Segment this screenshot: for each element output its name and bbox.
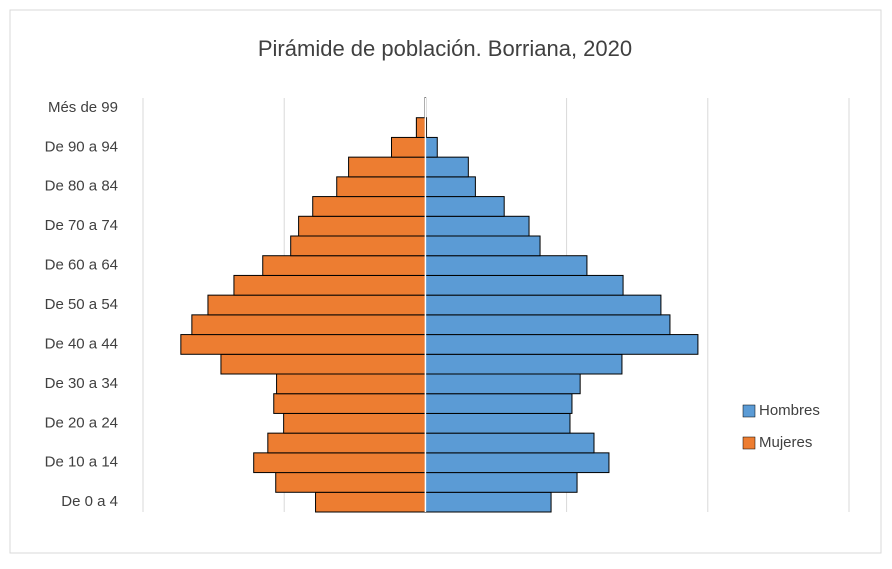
chart-title: Pirámide de población. Borriana, 2020 (258, 36, 632, 61)
legend-label: Hombres (759, 402, 820, 419)
bar (425, 374, 580, 394)
bar (337, 177, 426, 197)
y-tick-label: De 0 a 4 (61, 493, 118, 510)
bar (349, 157, 426, 177)
bar (425, 473, 577, 493)
y-tick-label: De 40 a 44 (45, 335, 118, 352)
bar (276, 473, 426, 493)
bar (299, 216, 426, 236)
legend-swatch (743, 437, 755, 449)
bar (263, 256, 426, 276)
bar (234, 275, 425, 295)
y-tick-label: De 70 a 74 (45, 217, 118, 234)
bar (268, 433, 426, 453)
y-tick-label: De 20 a 24 (45, 414, 118, 431)
bar (416, 118, 425, 138)
y-tick-label: De 60 a 64 (45, 257, 118, 274)
bar (316, 492, 426, 512)
bar (425, 453, 609, 473)
bar (425, 335, 698, 355)
bar (425, 197, 504, 217)
bar (274, 394, 426, 414)
bar (425, 256, 587, 276)
y-tick-label: De 30 a 34 (45, 375, 118, 392)
bar (425, 236, 540, 256)
y-tick-label: De 90 a 94 (45, 138, 118, 155)
bar (425, 157, 468, 177)
legend-swatch (743, 405, 755, 417)
bar (425, 137, 437, 157)
bar (425, 394, 572, 414)
legend-label: Mujeres (759, 434, 812, 451)
y-tick-label: De 80 a 84 (45, 178, 118, 195)
bar (192, 315, 426, 335)
y-tick-label: De 10 a 14 (45, 454, 118, 471)
bar (392, 137, 426, 157)
bar (425, 177, 475, 197)
bar (313, 197, 426, 217)
y-tick-label: De 50 a 54 (45, 296, 118, 313)
bar (425, 354, 622, 374)
bar (425, 315, 670, 335)
bar (425, 433, 594, 453)
bar (425, 413, 570, 433)
bar (284, 413, 426, 433)
bar (291, 236, 426, 256)
bar (208, 295, 425, 315)
bar (221, 354, 425, 374)
bar (425, 295, 661, 315)
bar (181, 335, 426, 355)
bar (277, 374, 426, 394)
bar (254, 453, 426, 473)
bar (425, 216, 529, 236)
bar (425, 275, 623, 295)
y-tick-label: Més de 99 (48, 99, 118, 116)
bar (425, 492, 551, 512)
